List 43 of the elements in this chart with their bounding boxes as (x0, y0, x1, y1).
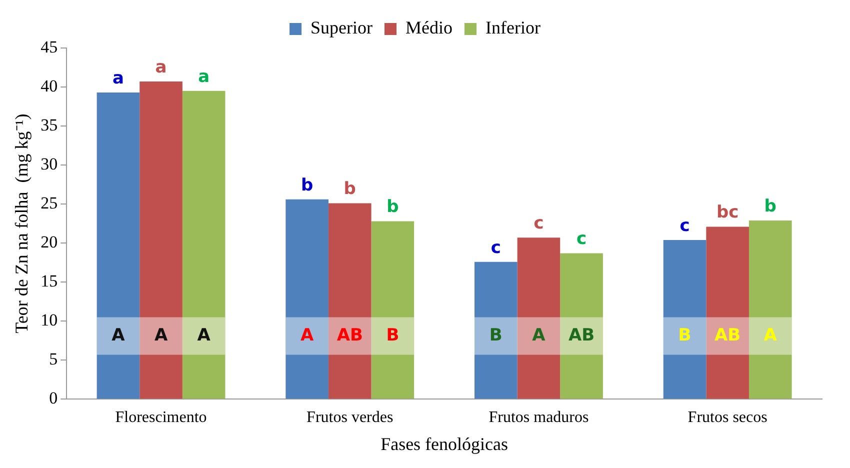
y-tick-label: 45 (40, 37, 58, 56)
y-tick-label: 35 (40, 116, 58, 135)
annotation: A (532, 325, 546, 346)
annotation: A (154, 325, 168, 346)
data-label: c (576, 229, 587, 250)
data-label: a (112, 68, 124, 88)
annotation: B (678, 325, 692, 346)
y-tick-label: 15 (40, 272, 58, 291)
annotation: A (764, 325, 778, 346)
x-tick-label: Frutos secos (688, 409, 768, 426)
annotation: AB (568, 325, 595, 346)
data-label: b (386, 197, 399, 218)
annotation: A (112, 325, 126, 346)
y-tick-label: 40 (40, 76, 58, 96)
x-axis-title: Fases fenológicas (380, 434, 508, 454)
legend-label: Superior (310, 18, 373, 38)
x-tick-label: Frutos verdes (306, 409, 394, 426)
y-axis-title: Teor de Zn na folha (mg kg⁻¹) (12, 114, 32, 334)
y-tick-label: 5 (49, 350, 58, 369)
annotation: A (197, 325, 212, 346)
annotation: AB (336, 325, 363, 346)
data-label: bc (716, 202, 739, 223)
data-label: c (680, 216, 690, 236)
y-tick-label: 0 (49, 388, 58, 408)
legend-label: Médio (406, 18, 453, 38)
annotation: A (300, 325, 314, 346)
data-label: b (300, 175, 314, 196)
x-tick-label: Florescimento (115, 409, 207, 426)
x-tick-label: Frutos maduros (488, 409, 589, 426)
data-label: b (764, 196, 776, 216)
legend-label: Inferior (486, 18, 540, 38)
y-tick-label: 25 (40, 194, 58, 213)
data-label: a (155, 57, 167, 78)
data-label: c (534, 214, 544, 234)
annotation: AB (714, 325, 741, 346)
data-label: a (198, 66, 210, 87)
y-tick-label: 10 (40, 310, 58, 330)
y-tick-label: 30 (40, 154, 58, 174)
annotation: B (489, 325, 502, 346)
data-label: c (490, 238, 501, 258)
annotation: B (386, 325, 400, 346)
y-tick-label: 20 (40, 232, 58, 252)
data-label: b (344, 179, 356, 200)
